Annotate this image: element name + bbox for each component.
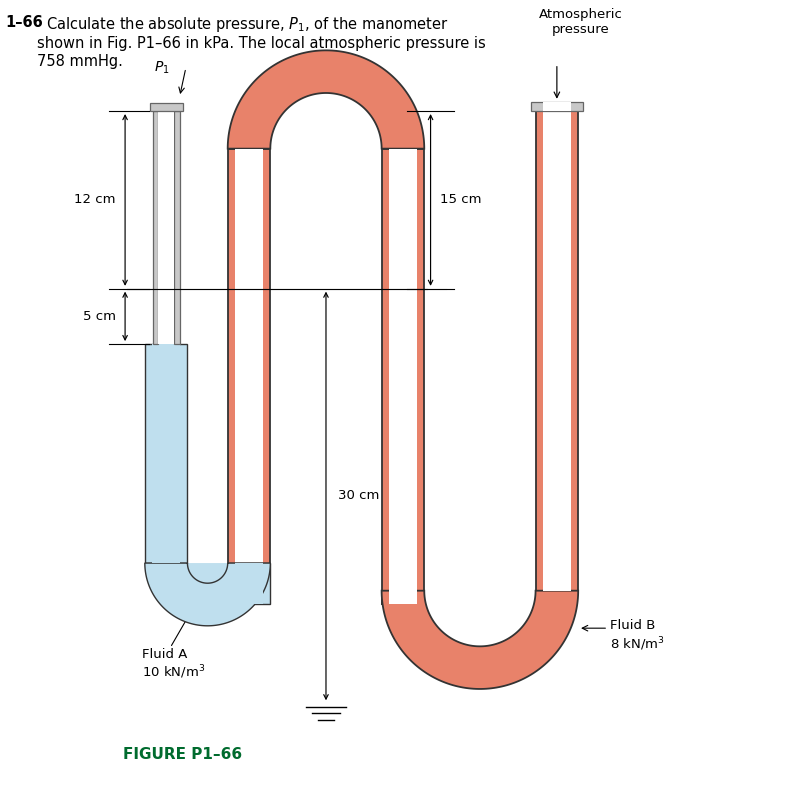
Polygon shape [381, 591, 425, 604]
Polygon shape [227, 563, 271, 604]
Text: 12 cm: 12 cm [74, 194, 116, 206]
Polygon shape [389, 149, 417, 604]
Polygon shape [389, 591, 417, 604]
Polygon shape [144, 563, 271, 626]
Text: 30 cm: 30 cm [338, 490, 379, 502]
Polygon shape [158, 111, 175, 344]
Polygon shape [543, 111, 571, 591]
Text: Atmospheric
pressure: Atmospheric pressure [539, 8, 622, 36]
Polygon shape [166, 563, 249, 604]
Polygon shape [235, 289, 263, 604]
Text: Calculate the absolute pressure, $P_{1}$, of the manometer
shown in Fig. P1–66 i: Calculate the absolute pressure, $P_{1}$… [38, 15, 486, 69]
Text: FIGURE P1–66: FIGURE P1–66 [123, 747, 242, 762]
Polygon shape [175, 111, 180, 344]
Text: 15 cm: 15 cm [440, 194, 481, 206]
Text: Fluid A
10 kN/m$^3$: Fluid A 10 kN/m$^3$ [143, 648, 206, 681]
Polygon shape [227, 51, 425, 149]
Text: Fluid B
8 kN/m$^3$: Fluid B 8 kN/m$^3$ [610, 619, 665, 653]
Polygon shape [235, 149, 263, 604]
Polygon shape [144, 344, 188, 563]
Text: 5 cm: 5 cm [83, 310, 116, 323]
Polygon shape [381, 149, 425, 604]
Polygon shape [152, 111, 158, 344]
Polygon shape [381, 591, 579, 689]
Polygon shape [535, 111, 579, 591]
Polygon shape [543, 102, 571, 111]
Polygon shape [152, 344, 180, 563]
Polygon shape [235, 563, 263, 604]
Polygon shape [149, 103, 183, 111]
Polygon shape [531, 102, 583, 111]
Text: $P_1$: $P_1$ [154, 59, 170, 76]
Polygon shape [227, 149, 271, 604]
Text: 1–66: 1–66 [5, 15, 43, 30]
